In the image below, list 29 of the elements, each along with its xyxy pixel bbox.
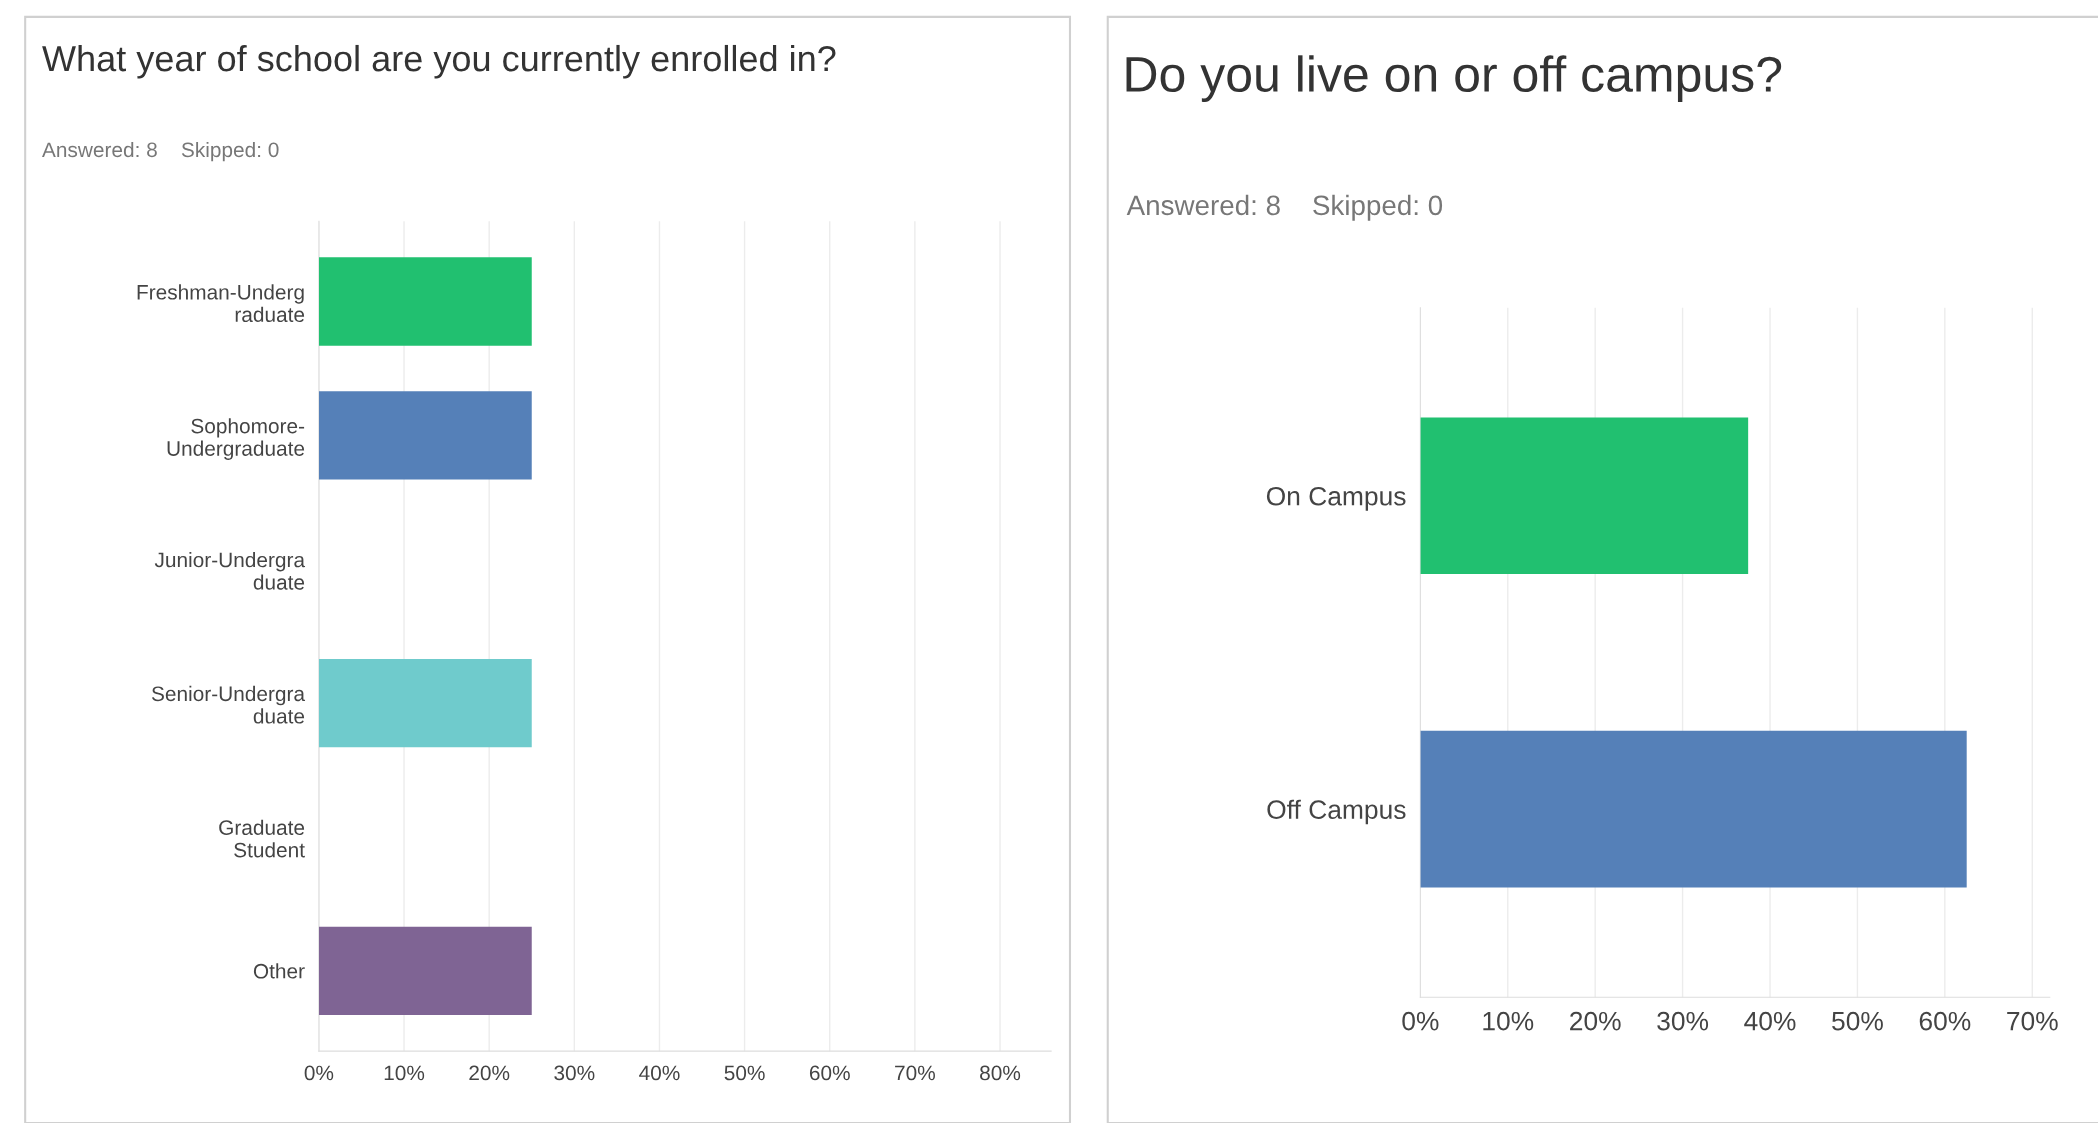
x-tick-label: 20% <box>469 1065 510 1081</box>
x-tick-label: 20% <box>1570 1011 1621 1031</box>
y-tick-label: On Campus <box>1266 486 1406 511</box>
x-tick-label: 50% <box>724 1065 765 1081</box>
x-tick-label: 10% <box>384 1065 425 1081</box>
x-tick-label: 30% <box>1657 1011 1709 1031</box>
x-tick-label: 70% <box>2007 1011 2058 1031</box>
y-tick-label: Freshman-Underg raduate <box>137 284 305 323</box>
x-tick-label: 0% <box>304 1065 334 1081</box>
y-tick-label: Sophomore- Undergraduate <box>167 418 305 460</box>
x-tick-label: 40% <box>639 1065 680 1081</box>
y-tick-label: Other <box>253 963 305 979</box>
x-tick-label: 50% <box>1832 1011 1883 1031</box>
x-tick-label: 10% <box>1483 1011 1534 1031</box>
y-tick-label: Off Campus <box>1267 799 1406 825</box>
x-tick-label: 80% <box>980 1065 1021 1081</box>
chart-title: What year of school are you currently enrolled in? <box>42 44 836 79</box>
chart-subtitle: Answered: 8 Skipped: 0 <box>1126 194 1443 221</box>
y-tick-label: Graduate Student <box>219 819 305 858</box>
x-tick-label: 0% <box>1402 1011 1439 1031</box>
x-tick-label: 60% <box>1919 1011 1971 1031</box>
x-tick-label: 60% <box>809 1065 850 1081</box>
chart-subtitle: Answered: 8 Skipped: 0 <box>42 141 279 162</box>
x-tick-label: 40% <box>1744 1011 1796 1031</box>
x-tick-label: 70% <box>895 1065 935 1081</box>
y-tick-label: Senior-Undergra duate <box>151 685 306 724</box>
x-tick-label: 30% <box>554 1065 595 1081</box>
y-tick-label: Junior-Undergra duate <box>154 551 306 590</box>
chart-title: Do you live on or off campus? <box>1126 55 1782 102</box>
